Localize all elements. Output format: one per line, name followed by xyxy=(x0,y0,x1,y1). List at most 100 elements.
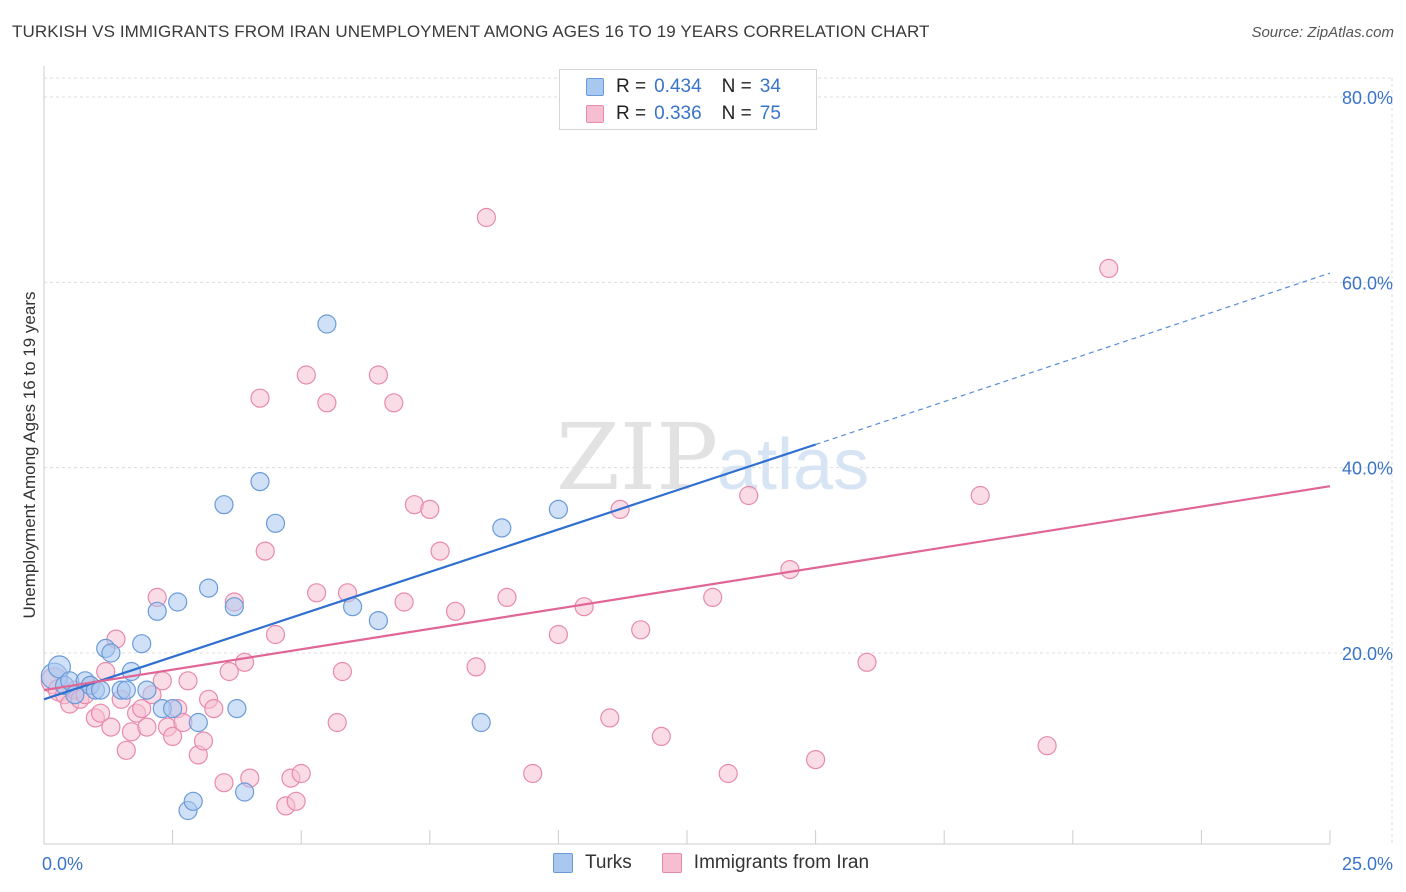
legend-r-label: R = xyxy=(616,76,647,97)
iran-point xyxy=(1037,736,1057,756)
y-tick-label: 80.0% xyxy=(1342,88,1393,108)
legend-n-value: 75 xyxy=(759,103,781,124)
iran-point xyxy=(430,541,450,561)
iran-point xyxy=(307,583,327,603)
legend-row-iran: R = 0.336 N = 75 xyxy=(586,102,781,126)
iran-point xyxy=(805,749,826,770)
turks-point xyxy=(492,518,512,538)
iran-point xyxy=(132,698,152,719)
legend-label-turks: Turks xyxy=(585,852,632,873)
turks-point xyxy=(224,597,244,617)
iran-legend-swatch xyxy=(661,853,682,873)
iran-point xyxy=(317,393,337,413)
iran-point xyxy=(116,740,136,760)
turks-point xyxy=(199,578,219,598)
turks-point xyxy=(183,791,203,811)
iran-point xyxy=(265,624,286,645)
iran-point xyxy=(631,620,651,640)
iran-point xyxy=(445,601,466,621)
chart-title: TURKISH VS IMMIGRANTS FROM IRAN UNEMPLOY… xyxy=(12,22,930,41)
iran-point xyxy=(204,698,224,719)
iran-point xyxy=(394,592,414,612)
turks-swatch xyxy=(586,78,604,96)
iran-point xyxy=(90,703,111,723)
turks-point xyxy=(147,601,167,621)
iran-point xyxy=(286,791,306,811)
trend-lines xyxy=(43,272,1331,701)
y-axis-label: Unemployment Among Ages 16 to 19 years xyxy=(20,291,39,619)
iran-point xyxy=(574,597,594,617)
turks-trend-extension xyxy=(815,272,1331,446)
turks-point xyxy=(132,634,152,654)
legend-row-turks: R = 0.434 N = 34 xyxy=(586,75,781,99)
iran-point xyxy=(255,541,275,561)
legend-item-iran[interactable]: Immigrants from Iran xyxy=(661,852,869,874)
correlation-legend: R = 0.434 N = 34 R = 0.336 N = 75 xyxy=(559,69,817,130)
iran-point xyxy=(1099,258,1119,278)
turks-point xyxy=(227,698,247,719)
iran-point xyxy=(163,726,183,747)
x-tick-label: 25.0% xyxy=(1342,854,1393,874)
iran-point xyxy=(703,587,723,608)
iran-point xyxy=(296,365,316,385)
iran-point xyxy=(327,712,347,733)
turks-point xyxy=(168,592,188,612)
iran-point xyxy=(497,587,517,608)
iran-point xyxy=(466,657,486,677)
iran-point xyxy=(214,773,234,793)
iran-point xyxy=(857,652,877,672)
series-iran-points xyxy=(40,207,1119,816)
turks-point xyxy=(235,782,255,802)
turks-point xyxy=(116,680,136,700)
tick-labels: 20.0% 40.0% 60.0% 80.0% 0.0% 25.0% xyxy=(42,88,1393,874)
iran-point xyxy=(193,731,214,751)
turks-point xyxy=(188,712,208,733)
legend-n-value: 34 xyxy=(759,76,781,97)
iran-point xyxy=(420,499,440,519)
turks-point xyxy=(250,472,270,492)
legend-n-label: N = xyxy=(721,76,752,97)
iran-point xyxy=(368,365,388,385)
iran-swatch xyxy=(586,105,604,123)
turks-point xyxy=(265,513,286,533)
legend-item-turks[interactable]: Turks xyxy=(553,852,632,874)
iran-trend-line xyxy=(43,485,1331,692)
turks-point xyxy=(214,495,234,515)
iran-point xyxy=(235,652,255,672)
turks-point xyxy=(317,314,337,334)
turks-point xyxy=(101,643,121,663)
turks-point xyxy=(368,610,388,631)
series-turks-points xyxy=(40,314,569,821)
turks-point xyxy=(137,680,157,700)
legend-n-label: N = xyxy=(721,103,752,124)
iran-point xyxy=(970,485,990,506)
iran-point xyxy=(548,624,569,645)
iran-point xyxy=(332,661,352,682)
iran-point xyxy=(739,485,759,506)
turks-trend-line xyxy=(43,443,816,701)
turks-point xyxy=(471,712,491,733)
y-tick-label: 60.0% xyxy=(1342,273,1393,293)
iran-point xyxy=(600,708,620,728)
axes xyxy=(43,66,1331,845)
turks-legend-swatch xyxy=(553,853,573,873)
iran-point xyxy=(178,671,198,691)
series-legend: Turks Immigrants from Iran xyxy=(553,852,899,874)
iran-point xyxy=(718,763,738,784)
iran-point xyxy=(523,763,543,784)
iran-point xyxy=(250,388,270,408)
iran-point xyxy=(651,726,671,747)
iran-point xyxy=(137,717,157,737)
legend-r-value: 0.434 xyxy=(654,76,702,97)
turks-point xyxy=(548,499,569,519)
iran-point xyxy=(219,661,239,682)
x-tick-label: 0.0% xyxy=(42,854,83,874)
turks-point xyxy=(163,698,183,719)
iran-point xyxy=(384,393,404,413)
y-tick-label: 40.0% xyxy=(1342,459,1393,479)
iran-point xyxy=(476,207,496,228)
y-tick-label: 20.0% xyxy=(1342,644,1393,664)
watermark-zip: ZIP xyxy=(556,404,718,511)
iran-point xyxy=(291,763,311,784)
